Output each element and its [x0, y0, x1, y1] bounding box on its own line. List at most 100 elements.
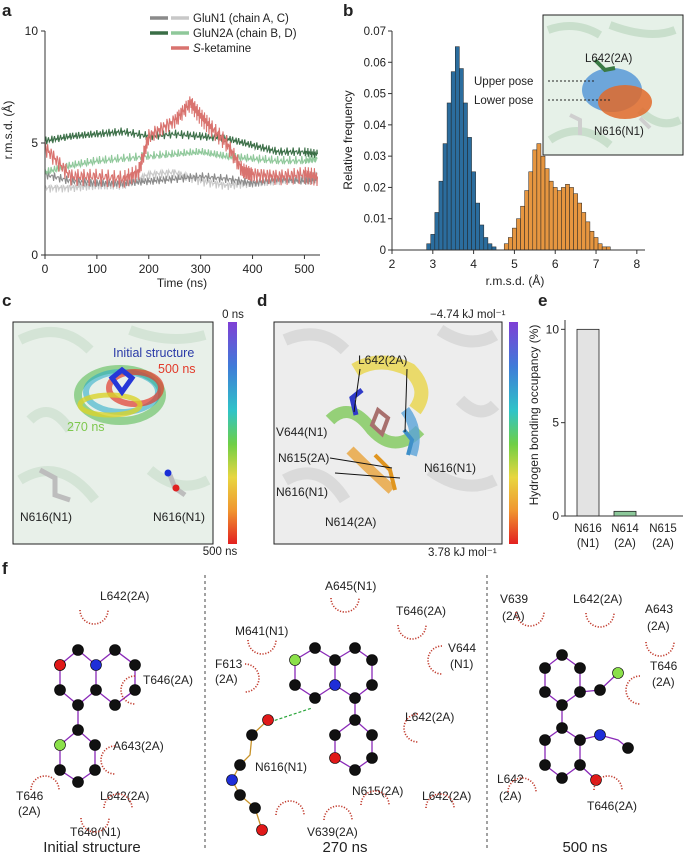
panel-d-label: d	[257, 291, 267, 310]
label-l642: L642(2A)	[358, 353, 407, 367]
panel-d-background-ribbons	[282, 324, 500, 504]
leader-l642-a	[353, 368, 361, 413]
hist-bar-0	[438, 180, 444, 251]
b-xtick-label: 3	[429, 257, 436, 271]
hist-bar-1	[565, 184, 570, 251]
hist-bar-1	[577, 202, 583, 251]
leader-l642-b	[404, 368, 408, 433]
panel-c-frame	[12, 321, 214, 545]
b-ytick-label: 0.01	[364, 214, 386, 226]
hist-bar-1	[593, 237, 599, 251]
hist-bar-1	[589, 230, 595, 251]
hist-bar-1	[573, 193, 578, 251]
atom	[539, 759, 551, 771]
f2-caption: 270 ns	[322, 839, 367, 855]
hist-bar-0	[471, 171, 476, 251]
panel-f-label: f	[2, 559, 8, 578]
hist-bar-1	[585, 221, 591, 251]
f3-res-v639-line1: V639	[500, 592, 528, 606]
atom	[329, 654, 341, 666]
atom	[366, 679, 378, 691]
hist-bar-0	[450, 71, 456, 251]
b-ytick-label: 0	[380, 245, 386, 257]
atom	[366, 752, 378, 764]
atom	[72, 699, 84, 711]
panel-c-colorbar	[228, 322, 237, 544]
initial-structure-sticks	[108, 366, 136, 397]
f1-res-a643: A643(2A)	[113, 739, 164, 753]
a-ytick-label: 10	[25, 24, 39, 38]
atom	[246, 729, 258, 741]
hydrophobic-arc	[247, 639, 277, 655]
atom	[539, 686, 551, 698]
f1-res-t646-left-line1: T646	[16, 789, 44, 803]
atom	[226, 774, 238, 786]
hydrophobic-arc	[323, 805, 353, 821]
hist-bar-0	[463, 102, 468, 251]
hist-bar-1	[544, 168, 550, 251]
ketamine-sticks	[369, 406, 391, 438]
atom	[289, 654, 301, 666]
label-n616-left: N616(N1)	[276, 485, 328, 499]
f1-res-t646: T646(2A)	[143, 673, 193, 687]
hist-bar-1	[528, 171, 534, 251]
atom	[249, 802, 261, 814]
label-v644: V644(N1)	[276, 425, 327, 439]
a-ytick-label: 0	[31, 248, 38, 262]
f3-res-t646-bottom: T646(2A)	[587, 799, 637, 813]
atom	[366, 654, 378, 666]
b-xtick-label: 8	[633, 257, 640, 271]
bar-0	[576, 328, 600, 517]
panel-e-label: e	[538, 291, 547, 310]
panel-d-scale-top: −4.74 kJ mol⁻¹	[430, 309, 506, 321]
panel-c-label: c	[2, 291, 11, 310]
panel-b-inset: L642(2A) Upper pose Lower pose N616(N1)	[474, 14, 684, 156]
atom	[90, 684, 102, 696]
atom	[594, 684, 606, 696]
series-line-4	[44, 96, 318, 189]
hydrophobic-arc	[585, 612, 615, 628]
inset-label-l642: L642(2A)	[585, 53, 632, 65]
f3-res-t646-right-line2: (2A)	[652, 675, 675, 689]
f2-res-l642-right: L642(2A)	[405, 710, 454, 724]
f2-res-v644-line1: V644	[448, 641, 476, 655]
series-line-3	[44, 127, 318, 158]
ribbon-green	[325, 406, 425, 449]
hist-bar-0	[483, 237, 489, 251]
inset-l642-sticks	[593, 58, 616, 73]
panel-c-scale-top: 0 ns	[222, 309, 244, 321]
atom	[556, 722, 568, 734]
label-n616-left: N616(N1)	[20, 510, 72, 524]
atom	[89, 739, 101, 751]
hist-bar-1	[557, 190, 562, 251]
f1-res-t648: T648(N1)	[70, 825, 121, 839]
f3-res-l642-bottom-line2: (2A)	[499, 789, 522, 803]
panel-d: d L642(2A) V644(N1) N615(2A) N616(N1) N6…	[257, 291, 518, 559]
atom	[622, 742, 634, 754]
hydrophobic-arc	[79, 609, 109, 625]
panel-a-legend: GluN1 (chain A, C) GluN2A (chain B, D) S…	[150, 13, 297, 55]
a-ytick-label: 5	[31, 136, 38, 150]
e-ytick-label: 10	[546, 322, 560, 336]
hist-bar-0	[455, 46, 460, 251]
f1-res-l642-top: L642(2A)	[100, 589, 149, 603]
panel-a-xlabel: Time (ns)	[157, 276, 207, 290]
hist-bar-1	[561, 187, 566, 251]
n616-right-nitrogen	[164, 469, 172, 477]
leader-n615	[329, 457, 393, 469]
e-ytick-label: 5	[552, 416, 559, 430]
ribbon-orange	[346, 446, 396, 494]
f1-atoms	[54, 644, 141, 788]
f3-res-a643-line1: A643	[645, 602, 673, 616]
f3-res-v639-line2: (2A)	[502, 609, 525, 623]
b-xtick-label: 6	[552, 257, 559, 271]
hist-bar-1	[536, 143, 542, 251]
f2-res-v644-line2: (N1)	[450, 657, 473, 671]
b-ytick-label: 0.02	[364, 182, 386, 194]
series-line-2	[44, 148, 318, 176]
b-ytick-label: 0.05	[364, 89, 386, 101]
n614-sticks	[373, 453, 397, 491]
hist-bar-0	[426, 243, 432, 251]
panel-b-ticks: 0 0.01 0.02 0.03 0.04 0.05 0.06 0.07 2 3 4 5 6 7 8	[364, 26, 641, 271]
